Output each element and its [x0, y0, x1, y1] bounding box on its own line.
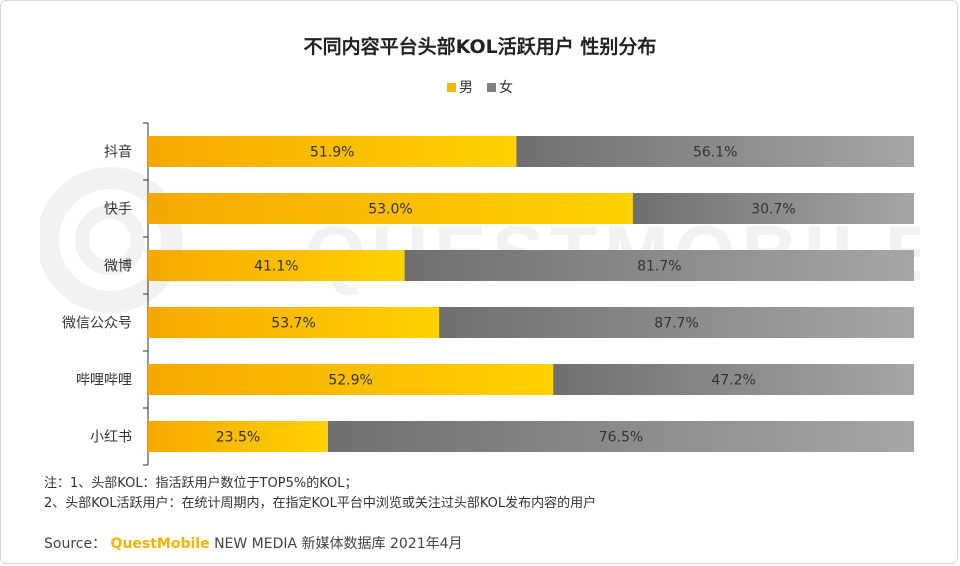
source-suffix: NEW MEDIA 新媒体数据库 2021年4月 [214, 536, 463, 552]
bar-male [148, 307, 440, 338]
data-label-female: 81.7% [637, 259, 681, 275]
category-label: 抖音 [104, 144, 132, 161]
bar-male [148, 136, 517, 167]
bar-female [404, 250, 914, 281]
data-label-male: 52.9% [328, 373, 372, 389]
category-label: 微博 [104, 258, 132, 275]
source-brand: QuestMobile [110, 536, 210, 552]
category-label: 哔哩哔哩 [76, 373, 132, 389]
data-label-female: 56.1% [693, 145, 737, 161]
source-line: Source： QuestMobile NEW MEDIA 新媒体数据库 202… [44, 533, 463, 553]
data-label-male: 23.5% [216, 430, 260, 446]
data-label-female: 47.2% [711, 373, 755, 389]
data-label-female: 76.5% [599, 430, 643, 446]
legend-label-female: 女 [499, 80, 513, 96]
data-label-male: 41.1% [254, 259, 298, 275]
bar-male [148, 421, 329, 452]
bar-male [148, 250, 405, 281]
bar-female [516, 136, 914, 167]
category-label: 小红书 [90, 430, 132, 446]
footnote-2: 2、头部KOL活跃用户：在统计周期内，在指定KOL平台中浏览或关注过头部KOL发… [44, 496, 597, 511]
legend: 男 女 [0, 77, 960, 97]
chart-title: 不同内容平台头部KOL活跃用户 性别分布 [303, 36, 657, 58]
bar-female [553, 364, 914, 395]
bar-female [632, 193, 914, 224]
category-label: 微信公众号 [62, 316, 132, 332]
legend-swatch-female [487, 82, 496, 92]
category-label: 快手 [104, 202, 132, 218]
data-label-male: 53.7% [271, 316, 315, 332]
bar-female [328, 421, 914, 452]
bar-male [148, 364, 554, 395]
bar-female [439, 307, 914, 338]
data-label-female: 87.7% [654, 316, 698, 332]
data-label-male: 53.0% [368, 202, 412, 218]
bar-male [148, 193, 633, 224]
footnotes: 注：1、头部KOL：指活跃用户数位于TOP5%的KOL； 2、头部KOL活跃用户… [44, 474, 596, 514]
data-label-male: 51.9% [310, 145, 354, 161]
data-label-female: 30.7% [751, 202, 795, 218]
source-prefix: Source： [44, 536, 107, 552]
legend-swatch-male [447, 82, 456, 92]
legend-item-male: 男 [447, 77, 473, 97]
footnote-1: 注：1、头部KOL：指活跃用户数位于TOP5%的KOL； [44, 476, 358, 491]
legend-item-female: 女 [487, 77, 513, 97]
legend-label-male: 男 [459, 80, 473, 96]
